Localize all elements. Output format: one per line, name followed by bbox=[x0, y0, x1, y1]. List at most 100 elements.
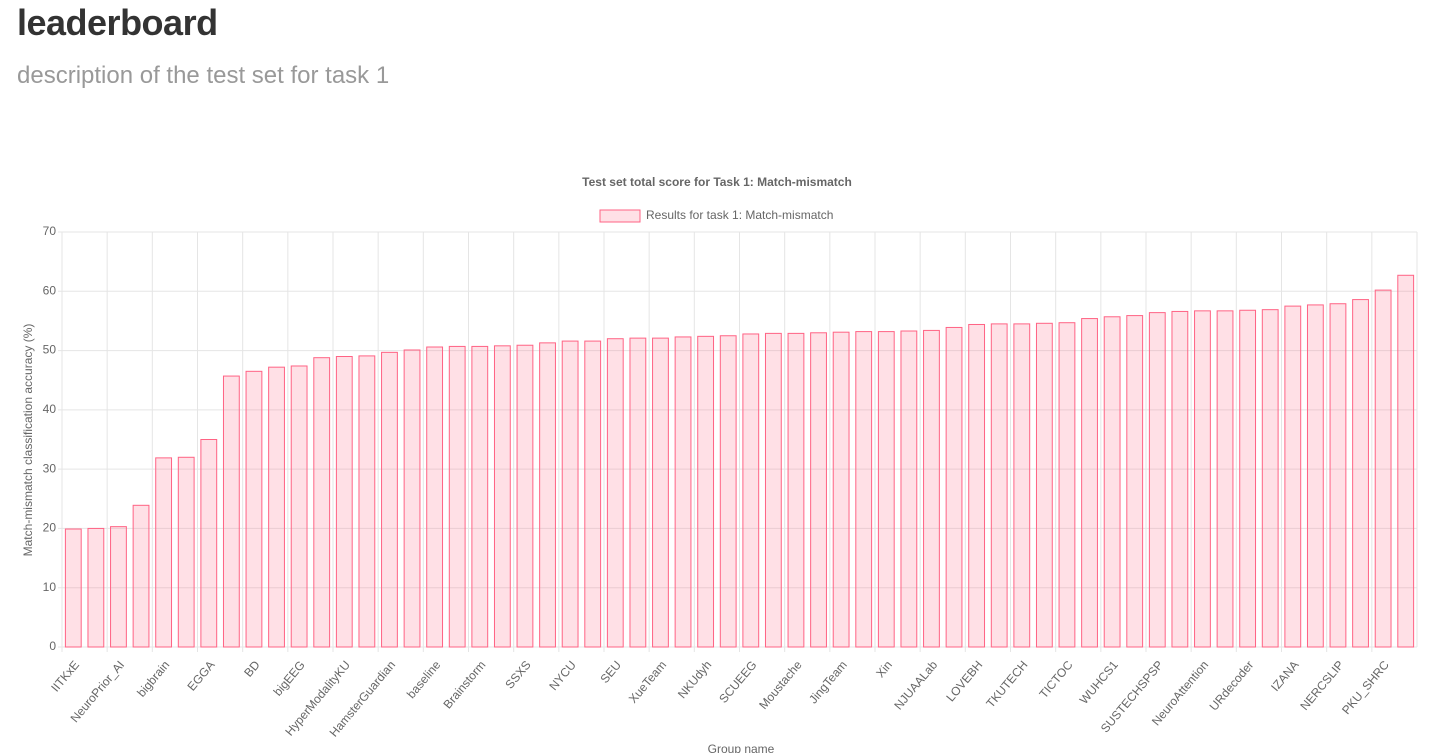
bar bbox=[1352, 299, 1369, 648]
y-tick-label: 50 bbox=[43, 343, 57, 357]
x-tick-label: Xin bbox=[873, 658, 895, 680]
bar bbox=[561, 340, 579, 648]
bar bbox=[584, 340, 602, 648]
bar bbox=[132, 504, 150, 648]
bar bbox=[493, 345, 511, 648]
chart-title: Test set total score for Task 1: Match-m… bbox=[582, 175, 852, 189]
bar bbox=[877, 331, 895, 648]
bar bbox=[516, 344, 534, 648]
bar bbox=[900, 330, 918, 648]
y-tick-label: 20 bbox=[43, 521, 57, 535]
bar bbox=[177, 456, 195, 648]
bar bbox=[448, 345, 466, 648]
bar bbox=[832, 331, 850, 648]
x-tick-label: SEU bbox=[597, 658, 624, 686]
x-tick-label: baseline bbox=[404, 658, 444, 701]
y-tick-label: 70 bbox=[43, 224, 57, 238]
bar bbox=[1081, 318, 1098, 648]
x-tick-label: bigEEG bbox=[271, 658, 308, 699]
bar bbox=[1329, 303, 1347, 648]
x-tick-label: NERCSLIP bbox=[1297, 658, 1346, 713]
bar bbox=[268, 366, 285, 648]
bar bbox=[1194, 310, 1211, 648]
bar bbox=[787, 332, 805, 648]
bar bbox=[539, 342, 556, 648]
bar bbox=[1306, 304, 1324, 648]
bar bbox=[1216, 310, 1234, 648]
bar bbox=[606, 338, 624, 648]
bar bbox=[652, 337, 669, 648]
bar bbox=[155, 457, 173, 648]
bar bbox=[1103, 316, 1121, 648]
bar bbox=[471, 345, 489, 648]
bar bbox=[1058, 322, 1076, 648]
bar bbox=[403, 349, 421, 648]
x-tick-label: LOVEBH bbox=[943, 658, 985, 704]
bar bbox=[1013, 323, 1031, 648]
x-tick-label: bigbrain bbox=[134, 658, 172, 700]
bar bbox=[990, 323, 1008, 648]
bar bbox=[674, 336, 692, 648]
x-tick-label: TKUTECH bbox=[983, 658, 1030, 710]
bar bbox=[697, 335, 715, 648]
x-tick-label: WUHCS1 bbox=[1077, 658, 1121, 707]
x-tick-label: NKUdyh bbox=[675, 658, 714, 701]
bar bbox=[335, 356, 353, 648]
x-tick-label: SSXS bbox=[502, 658, 533, 692]
x-tick-label: NJUAALab bbox=[891, 658, 940, 713]
bar bbox=[200, 439, 218, 648]
bar bbox=[64, 528, 82, 648]
x-tick-label: BD bbox=[241, 658, 263, 680]
legend-swatch bbox=[599, 209, 641, 223]
x-tick-label: IZANA bbox=[1268, 658, 1301, 694]
bar bbox=[764, 332, 782, 648]
x-tick-label: Brainstorm bbox=[441, 658, 489, 711]
x-tick-label: EGGA bbox=[184, 658, 217, 694]
bar bbox=[629, 337, 647, 648]
bar bbox=[87, 527, 105, 648]
x-axis-title: Group name bbox=[708, 742, 775, 753]
x-tick-label: Moustache bbox=[756, 658, 805, 712]
bar bbox=[1374, 289, 1392, 648]
bar bbox=[1261, 309, 1279, 648]
bar bbox=[923, 329, 940, 648]
page-description: description of the test set for task 1 bbox=[17, 62, 390, 89]
bar bbox=[1239, 309, 1257, 648]
y-axis-title: Match-mismatch classification accuracy (… bbox=[21, 324, 35, 557]
bar bbox=[742, 333, 760, 648]
bar bbox=[222, 375, 240, 648]
bar bbox=[110, 526, 127, 648]
bar bbox=[1126, 315, 1144, 648]
y-tick-label: 10 bbox=[43, 580, 57, 594]
bar bbox=[426, 346, 444, 648]
x-tick-label: JingTeam bbox=[806, 658, 850, 706]
y-tick-label: 30 bbox=[43, 461, 57, 475]
x-tick-label: URdecoder bbox=[1207, 658, 1257, 714]
bar bbox=[945, 326, 963, 648]
y-tick-label: 40 bbox=[43, 402, 57, 416]
bar bbox=[855, 331, 873, 648]
x-tick-label: IITKxE bbox=[48, 658, 82, 695]
y-tick-label: 0 bbox=[49, 639, 56, 653]
x-tick-label: XueTeam bbox=[626, 658, 669, 706]
x-tick-label: NYCU bbox=[546, 658, 579, 693]
bar bbox=[1171, 310, 1189, 648]
bar bbox=[719, 335, 737, 648]
bar bbox=[381, 351, 398, 648]
legend-label: Results for task 1: Match-mismatch bbox=[646, 208, 833, 222]
bar bbox=[358, 355, 376, 648]
x-tick-label: SCUEEG bbox=[716, 658, 759, 706]
bar bbox=[1148, 312, 1166, 648]
bar bbox=[1397, 274, 1415, 648]
bar bbox=[968, 323, 986, 648]
bar bbox=[313, 357, 331, 648]
x-tick-label: TICTOC bbox=[1036, 658, 1076, 701]
bar bbox=[1035, 322, 1053, 648]
x-tick-label: PKU_SHRC bbox=[1339, 658, 1392, 717]
page-title: leaderboard bbox=[17, 2, 218, 43]
bar bbox=[245, 370, 263, 648]
bar bbox=[1284, 305, 1302, 648]
bar bbox=[810, 332, 827, 648]
